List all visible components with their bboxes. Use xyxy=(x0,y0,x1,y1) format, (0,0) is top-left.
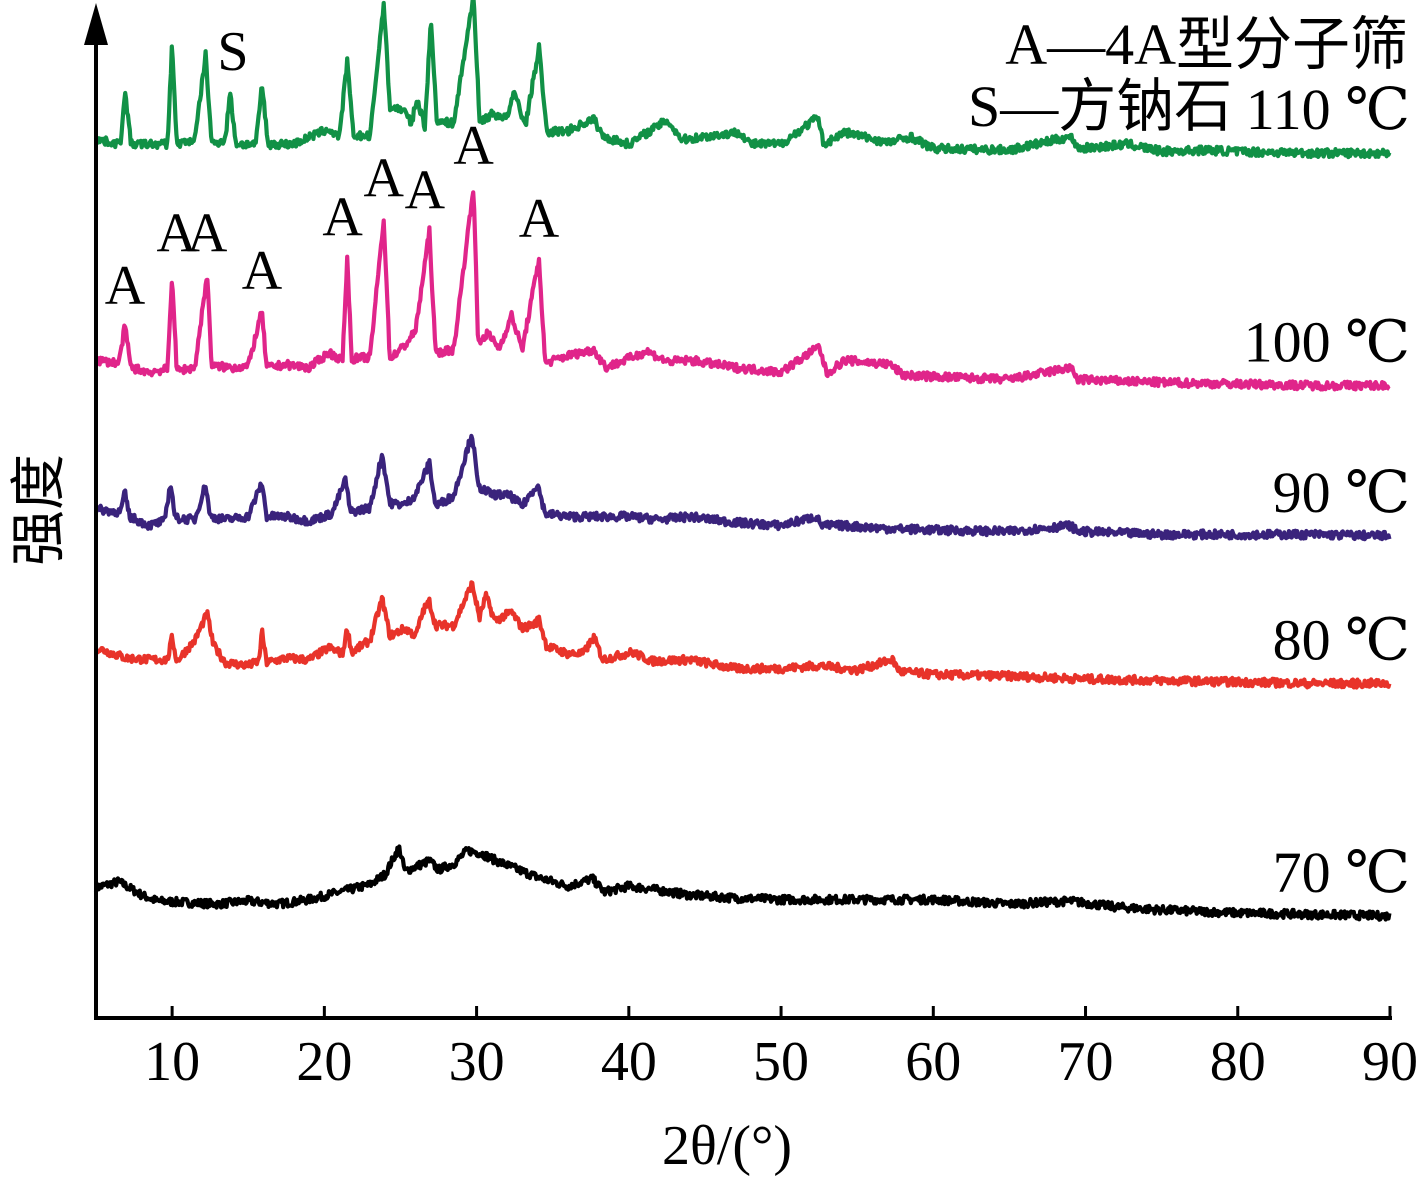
peak-annotation: A xyxy=(405,160,446,222)
legend-entry-a: A—4A型分子筛 xyxy=(1005,12,1408,77)
x-tick-label: 40 xyxy=(601,1031,657,1093)
x-tick-label: 50 xyxy=(753,1031,809,1093)
x-tick-label: 60 xyxy=(905,1031,961,1093)
x-tick-layer: 10 20 30 40 50 60 70 80 90 xyxy=(144,1006,1417,1093)
peak-annotation: A xyxy=(187,203,228,265)
peak-marker xyxy=(171,273,173,275)
peak-annotation: A xyxy=(363,148,404,210)
series-2: 90 ℃ xyxy=(94,433,1410,542)
x-tick-label: 80 xyxy=(1210,1031,1266,1093)
peak-annotation: A xyxy=(242,240,283,302)
series-0: 70 ℃ xyxy=(93,840,1410,922)
series-name-label: 110 ℃ xyxy=(1246,77,1410,142)
series-4: 110 ℃ S xyxy=(93,0,1410,160)
peak-annotation: A xyxy=(105,255,146,317)
series-line xyxy=(93,844,1392,922)
legend: A—4A型分子筛 S—方钠石 xyxy=(968,12,1408,139)
x-tick-label: 20 xyxy=(296,1031,352,1093)
series-1: 80 ℃ xyxy=(94,580,1410,690)
series-name-label: 100 ℃ xyxy=(1244,309,1410,374)
legend-entry-s: S—方钠石 xyxy=(968,74,1232,139)
peak-annotation: S xyxy=(217,21,248,83)
x-tick-label: 90 xyxy=(1362,1031,1417,1093)
series-line xyxy=(93,0,1392,160)
series-line xyxy=(94,580,1392,690)
series-line xyxy=(94,190,1391,392)
peak-marker xyxy=(473,185,475,187)
y-axis-label: 强度 xyxy=(7,454,72,566)
y-axis-arrow-icon xyxy=(84,3,108,45)
x-tick-label: 10 xyxy=(144,1031,200,1093)
series-name-label: 70 ℃ xyxy=(1273,840,1410,905)
x-tick-label: 70 xyxy=(1058,1031,1114,1093)
peak-annotation: A xyxy=(156,203,197,265)
peak-marker xyxy=(206,273,208,275)
axes-layer xyxy=(84,3,1392,1020)
x-tick-label: 30 xyxy=(449,1031,505,1093)
peak-annotation: A xyxy=(453,115,494,177)
peak-annotation: A xyxy=(519,188,560,250)
series-line xyxy=(94,433,1392,542)
x-axis-label: 2θ/(°) xyxy=(662,1115,792,1177)
peak-annotation: A xyxy=(322,186,363,248)
series-name-label: 90 ℃ xyxy=(1273,460,1410,525)
series-name-label: 80 ℃ xyxy=(1273,607,1410,672)
